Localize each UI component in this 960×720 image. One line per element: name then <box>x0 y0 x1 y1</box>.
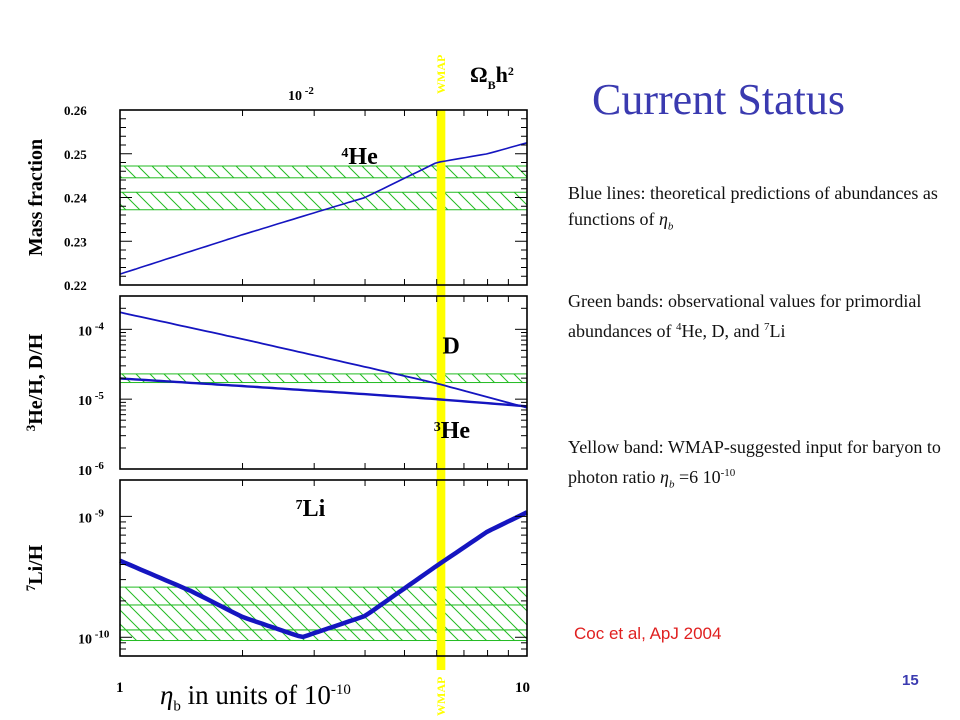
citation: Coc et al, ApJ 2004 <box>574 624 722 643</box>
eta-symbol: η <box>660 467 669 487</box>
label-4He: 4He <box>341 144 378 170</box>
note-green-bands: Green bands: observational values for pr… <box>568 288 948 344</box>
obs-band-3-1 <box>119 586 528 606</box>
y-tick-label: 0.22 <box>64 278 87 293</box>
curve-7Li <box>119 510 528 640</box>
label-D: D <box>443 334 460 360</box>
note-green-mid: He, D, and <box>681 321 764 341</box>
x-tick-label: 10 <box>515 680 530 696</box>
he4-superscript: 4 <box>675 321 682 333</box>
obs-band-1-2 <box>119 191 528 211</box>
wmap-label-top: WMAP <box>434 55 448 94</box>
y-tick-label: 10 -4 <box>78 320 104 339</box>
note-yellow-band: Yellow band: WMAP-suggested input for ba… <box>568 434 948 498</box>
slide-title: Current Status <box>592 75 845 124</box>
note-blue-text: Blue lines: theoretical predictions of a… <box>568 183 938 229</box>
x-caption-exponent: -10 <box>330 682 351 698</box>
y-tick-label: 0.24 <box>64 191 87 206</box>
note-blue-lines: Blue lines: theoretical predictions of a… <box>568 180 948 240</box>
wmap-band <box>436 110 446 670</box>
eta-symbol: η <box>160 680 174 710</box>
y-tick-label: 10 -10 <box>78 628 110 647</box>
obs-band-3-2 <box>119 604 528 631</box>
label-7Li: 7Li <box>296 496 326 522</box>
eta-subscript: b <box>173 698 181 715</box>
note-green-text: Green bands: observational values for pr… <box>568 291 922 341</box>
top-axis-tick-label: 10 -2 <box>288 85 314 104</box>
eta-symbol: η <box>658 209 668 229</box>
eta-subscript: b <box>667 220 674 233</box>
curve-3He <box>119 377 528 408</box>
li7-superscript: 7 <box>763 321 770 333</box>
y-axis-label-3: 7Li/H <box>23 544 48 591</box>
curve-4He <box>119 142 528 275</box>
y-axis-label-1: Mass fraction <box>25 139 47 256</box>
wmap-label-bottom: WMAP <box>434 677 448 716</box>
y-tick-label: 10 -9 <box>78 507 104 526</box>
y-tick-label: 0.23 <box>64 234 87 249</box>
eta-exponent: -10 <box>720 467 736 479</box>
y-tick-label: 0.26 <box>64 103 87 118</box>
label-3He: 3He <box>434 418 471 444</box>
y-tick-label: 10 -6 <box>78 460 104 479</box>
y-tick-label: 0.25 <box>64 147 87 162</box>
note-yellow-text: Yellow band: WMAP-suggested input for ba… <box>568 437 941 487</box>
obs-band-1-1 <box>119 165 528 179</box>
page-number: 15 <box>902 672 919 689</box>
panel-frame-3 <box>119 479 528 657</box>
eta-subscript: b <box>668 478 675 491</box>
top-axis-label: ΩBh2 <box>470 62 514 92</box>
y-tick-label: 10 -5 <box>78 390 104 409</box>
curve-D <box>119 311 528 409</box>
x-axis-caption: ηb in units of 10-10 <box>160 680 351 715</box>
eta-value: =6 10 <box>674 467 721 487</box>
x-caption-text: in units of 10 <box>180 680 331 710</box>
panel-frame-2 <box>119 295 528 470</box>
x-tick-label: 1 <box>116 680 124 696</box>
note-green-end: Li <box>769 321 786 341</box>
y-axis-label-2: 3He/H, D/H <box>23 333 48 431</box>
